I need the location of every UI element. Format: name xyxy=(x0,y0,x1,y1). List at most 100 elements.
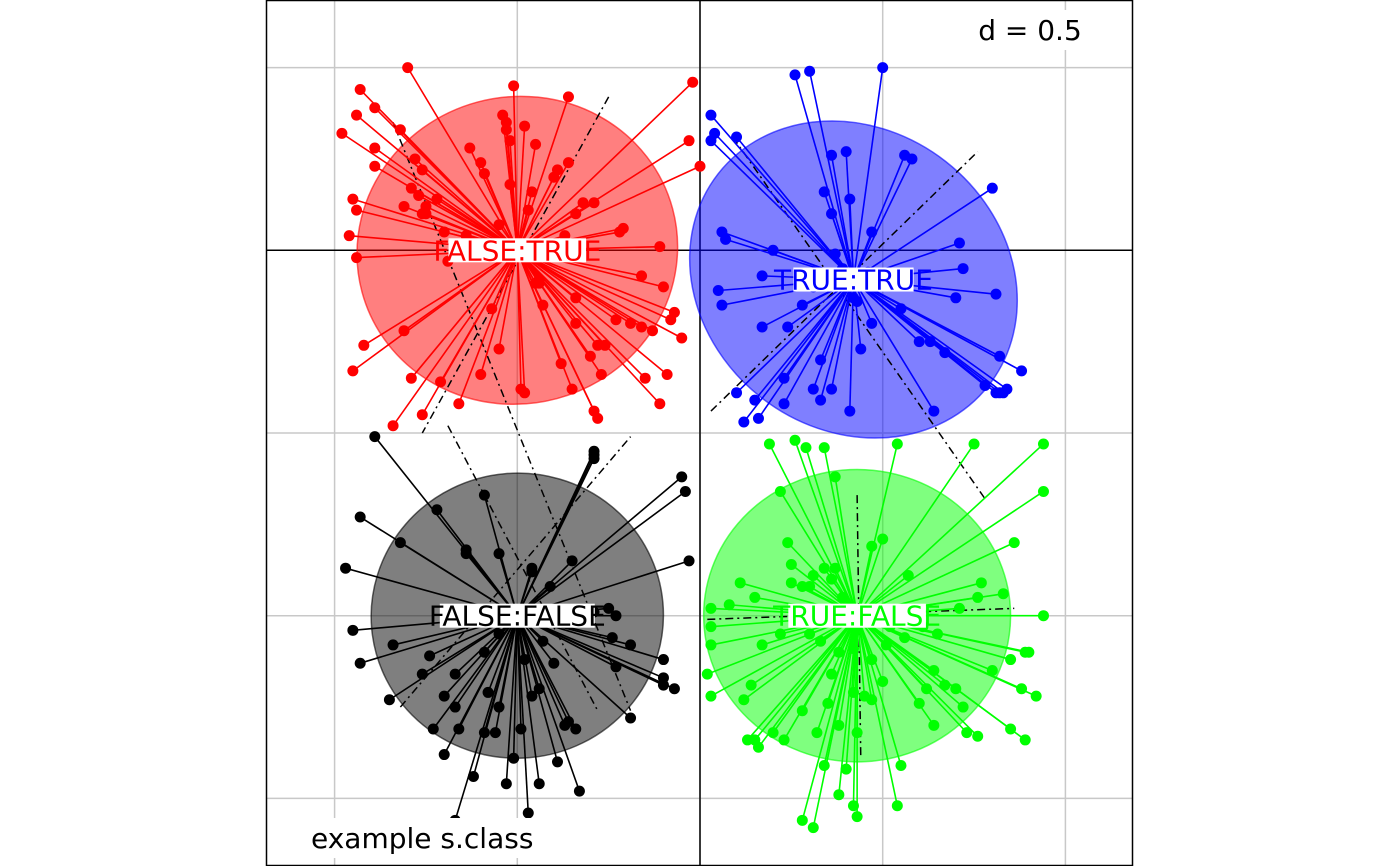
star-line xyxy=(516,250,526,393)
data-point xyxy=(953,237,965,249)
data-point xyxy=(705,690,717,702)
star-line xyxy=(852,67,884,280)
data-point xyxy=(625,317,637,329)
class-labels: FALSE:TRUE TRUE:TRUE FALSE:FALSE TRUE:FALSE xyxy=(429,234,941,632)
star-line xyxy=(735,278,855,394)
data-point xyxy=(354,84,366,96)
star-line xyxy=(787,542,858,617)
star-line xyxy=(516,176,555,251)
data-point xyxy=(720,233,732,245)
data-point xyxy=(815,394,827,406)
star-line xyxy=(856,615,968,734)
data-point xyxy=(742,734,754,746)
data-point xyxy=(818,186,830,198)
data-point xyxy=(866,540,878,552)
data-point xyxy=(749,591,761,603)
data-point xyxy=(833,719,845,731)
data-point xyxy=(636,270,648,282)
data-point xyxy=(979,379,991,391)
data-point xyxy=(478,489,490,501)
data-point xyxy=(939,347,951,359)
data-point xyxy=(654,398,666,410)
star-line xyxy=(754,615,858,741)
data-point xyxy=(902,570,914,582)
data-point xyxy=(1005,654,1017,666)
star-line xyxy=(516,615,530,814)
data-point xyxy=(617,222,629,234)
star-line xyxy=(509,140,519,251)
data-point xyxy=(668,306,680,318)
data-point xyxy=(475,157,487,169)
data-point xyxy=(478,168,490,180)
star-line xyxy=(794,440,858,616)
data-point xyxy=(438,226,450,238)
star-line xyxy=(856,443,1045,617)
data-point xyxy=(657,654,669,666)
data-point xyxy=(383,694,395,706)
data-point xyxy=(522,204,534,216)
star-line xyxy=(746,615,858,741)
data-point xyxy=(756,639,768,651)
star-line xyxy=(794,74,855,280)
data-point xyxy=(891,438,903,450)
data-point xyxy=(424,650,436,662)
data-point xyxy=(526,690,538,702)
data-point xyxy=(555,358,567,370)
star-line xyxy=(856,615,899,806)
data-point xyxy=(986,665,998,677)
data-point xyxy=(921,683,933,695)
data-point xyxy=(343,230,355,242)
data-point xyxy=(347,624,359,636)
star-line xyxy=(487,615,519,693)
data-point xyxy=(807,383,819,395)
data-point xyxy=(683,555,695,567)
data-point xyxy=(756,270,768,282)
data-point xyxy=(420,200,432,212)
data-point xyxy=(705,639,717,651)
scale-label-bg xyxy=(962,10,1102,50)
data-point xyxy=(723,599,735,611)
data-point xyxy=(705,109,717,121)
data-point xyxy=(394,537,406,549)
data-point xyxy=(847,292,859,304)
data-point xyxy=(588,453,600,465)
data-point xyxy=(851,811,863,823)
data-point xyxy=(358,339,370,351)
data-point xyxy=(913,336,925,348)
star-line xyxy=(853,278,1022,372)
data-point xyxy=(592,339,604,351)
ellipse-axis-line xyxy=(399,436,632,708)
data-point xyxy=(837,591,849,603)
star-line xyxy=(710,114,855,281)
data-point xyxy=(533,778,545,790)
data-point xyxy=(833,789,845,801)
data-point xyxy=(818,442,830,454)
star-line xyxy=(819,279,855,401)
data-point xyxy=(778,734,790,746)
star-line xyxy=(852,279,935,412)
data-point xyxy=(778,398,790,410)
data-point xyxy=(405,182,417,194)
star-line xyxy=(516,615,581,792)
star-line xyxy=(852,278,1001,394)
data-point xyxy=(826,573,838,585)
star-line xyxy=(516,458,595,617)
star-line xyxy=(516,162,570,251)
data-point xyxy=(994,387,1006,399)
data-point xyxy=(1008,537,1020,549)
data-point xyxy=(610,661,622,673)
data-point xyxy=(895,303,907,315)
data-point xyxy=(369,431,381,443)
data-point xyxy=(731,387,743,399)
data-point xyxy=(1016,365,1028,377)
data-point xyxy=(767,244,779,256)
data-point xyxy=(847,643,859,655)
star-line xyxy=(516,81,694,251)
data-point xyxy=(438,690,450,702)
data-point xyxy=(1037,438,1049,450)
star-line xyxy=(768,443,858,617)
data-point xyxy=(840,763,852,775)
data-point xyxy=(606,632,618,644)
data-point xyxy=(668,683,680,695)
data-point xyxy=(416,164,428,176)
